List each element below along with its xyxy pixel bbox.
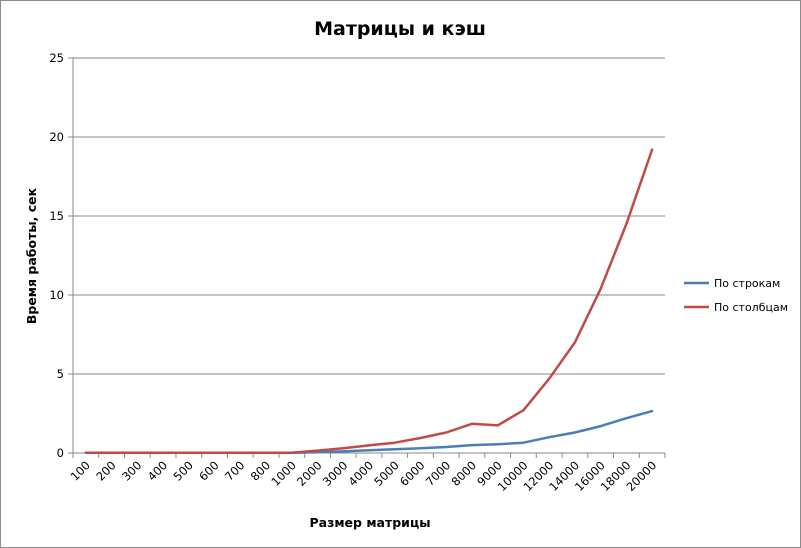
y-axis-title: Время работы, сек — [24, 187, 39, 324]
axes — [72, 58, 665, 454]
x-tick-label: 6000 — [397, 458, 428, 489]
x-tick-label: 300 — [119, 458, 144, 483]
x-tick-label: 600 — [196, 458, 221, 483]
x-tick-label: 2000 — [294, 458, 325, 489]
x-tick-label: 500 — [171, 458, 196, 483]
chart-title: Матрицы и кэш — [314, 18, 486, 40]
y-tick-label: 0 — [57, 446, 64, 460]
x-tick-label: 200 — [93, 458, 118, 483]
y-tick-label: 20 — [49, 130, 64, 144]
x-tick-label: 400 — [145, 458, 170, 483]
x-axis-title: Размер матрицы — [309, 515, 430, 530]
x-tick-label: 8000 — [448, 458, 479, 489]
x-tick-label: 5000 — [371, 458, 402, 489]
series-line-2 — [84, 148, 654, 455]
legend-label: По столбцам — [714, 301, 788, 314]
legend-label: По строкам — [714, 277, 780, 290]
y-tick-label: 25 — [49, 51, 64, 65]
y-tick-label: 5 — [57, 367, 64, 381]
grid-lines — [73, 57, 665, 375]
y-axis-ticks: 0 5 10 15 20 25 — [49, 51, 73, 460]
x-tick-label: 4000 — [346, 458, 377, 489]
x-tick-label: 700 — [222, 458, 247, 483]
x-tick-label: 100 — [68, 458, 93, 483]
x-tick-label: 1000 — [268, 458, 299, 489]
y-tick-label: 15 — [49, 209, 64, 223]
series-lines — [84, 148, 654, 455]
x-axis-ticks: 100 200 300 400 500 600 700 8001000200030004000… — [68, 453, 666, 494]
x-tick-label: 7000 — [423, 458, 454, 489]
y-tick-label: 10 — [49, 288, 64, 302]
x-tick-label: 3000 — [320, 458, 351, 489]
legend: По строкам По столбцам — [684, 277, 788, 314]
